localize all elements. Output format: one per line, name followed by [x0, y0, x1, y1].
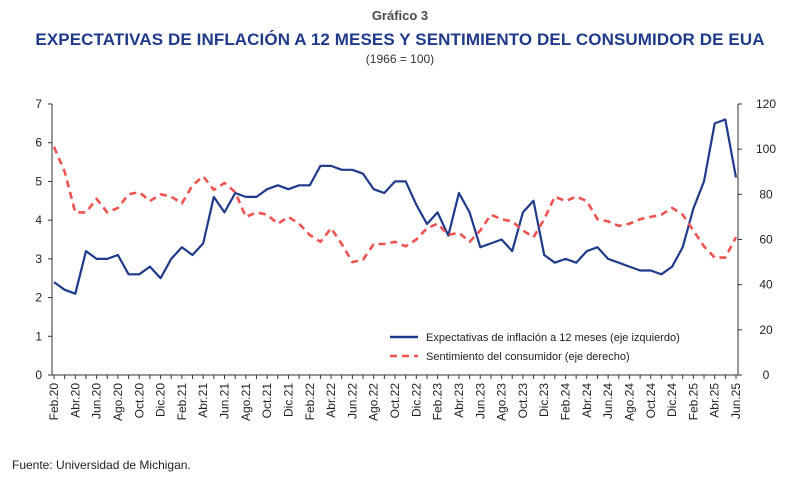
x-tick-label: Abr.24: [580, 383, 594, 418]
x-tick-label: Oct.23: [516, 383, 530, 419]
x-tick-label: Feb.23: [431, 383, 445, 421]
x-tick-label: Feb.20: [47, 383, 61, 421]
x-tick-label: Dic.20: [154, 383, 168, 417]
x-tick-label: Abr.22: [324, 383, 338, 418]
y-right-tick-label: 100: [756, 142, 776, 156]
y-left-tick-label: 5: [35, 174, 42, 188]
x-tick-label: Oct.24: [644, 383, 658, 419]
axes: 0 1 2 3 4 5 6 7 0 20 40 60 80 100 120 Feb.20 Abr.20 Jun.2…: [35, 97, 776, 421]
legend-label-inflation: Expectativas de inflación a 12 meses (ej…: [426, 332, 680, 344]
x-tick-label: Dic.23: [537, 383, 551, 417]
legend: Expectativas de inflación a 12 meses (ej…: [390, 332, 680, 363]
y-right-tick-label: 0: [763, 368, 770, 382]
chart-number-label: Gráfico 3: [371, 8, 429, 23]
x-tick-label: Ago.24: [622, 383, 636, 421]
y-left-tick-label: 4: [35, 213, 42, 227]
x-tick-label: Oct.22: [388, 383, 402, 419]
x-tick-label: Jun.23: [473, 383, 487, 419]
y-right-tick-label: 40: [759, 278, 773, 292]
x-tick-label: Dic.24: [665, 383, 679, 417]
series-line-sentiment: [52, 146, 738, 264]
y-left-tick-label: 0: [35, 368, 42, 382]
y-right-tick-label: 120: [756, 97, 776, 111]
legend-label-sentiment: Sentimiento del consumidor (eje derecho): [426, 351, 630, 363]
x-tick-label: Ago.22: [367, 383, 381, 421]
x-tick-label: Abr.21: [196, 383, 210, 418]
series-line-inflation: [53, 118, 738, 295]
x-tick-label: Jun.24: [601, 383, 615, 419]
source-note: Fuente: Universidad de Michigan.: [12, 458, 191, 472]
x-tick-label: Abr.23: [452, 383, 466, 418]
y-left-tick-label: 2: [35, 291, 42, 305]
x-tick-label: Ago.21: [239, 383, 253, 421]
y-right-tick-label: 60: [759, 233, 773, 247]
x-tick-label: Feb.22: [303, 383, 317, 421]
x-tick-label: Dic.21: [281, 383, 295, 417]
y-left-tick-label: 1: [35, 329, 42, 343]
x-tick-label: Oct.20: [132, 383, 146, 419]
x-tick-label: Abr.25: [708, 383, 722, 418]
x-tick-label: Feb.21: [175, 383, 189, 421]
chart-subtitle: (1966 = 100): [365, 52, 435, 66]
x-tick-label: Ago.20: [111, 383, 125, 421]
series-lines: [52, 118, 738, 295]
x-tick-label: Feb.24: [559, 383, 573, 421]
x-tick-label: Ago.23: [495, 383, 509, 421]
x-tick-label: Feb.25: [686, 383, 700, 421]
y-left-tick-label: 6: [35, 136, 42, 150]
y-left-tick-label: 3: [35, 252, 42, 266]
x-tick-label: Jun.25: [729, 383, 743, 419]
x-tick-label: Jun.20: [90, 383, 104, 419]
x-tick-label: Jun.21: [218, 383, 232, 419]
x-tick-label: Abr.20: [68, 383, 82, 418]
y-right-tick-label: 80: [759, 187, 773, 201]
x-tick-label: Oct.21: [260, 383, 274, 419]
y-left-tick-label: 7: [35, 97, 42, 111]
x-tick-label: Jun.22: [345, 383, 359, 419]
y-right-tick-label: 20: [759, 323, 773, 337]
chart-title: EXPECTATIVAS DE INFLACIÓN A 12 MESES Y S…: [35, 30, 765, 49]
x-tick-label: Dic.22: [409, 383, 423, 417]
